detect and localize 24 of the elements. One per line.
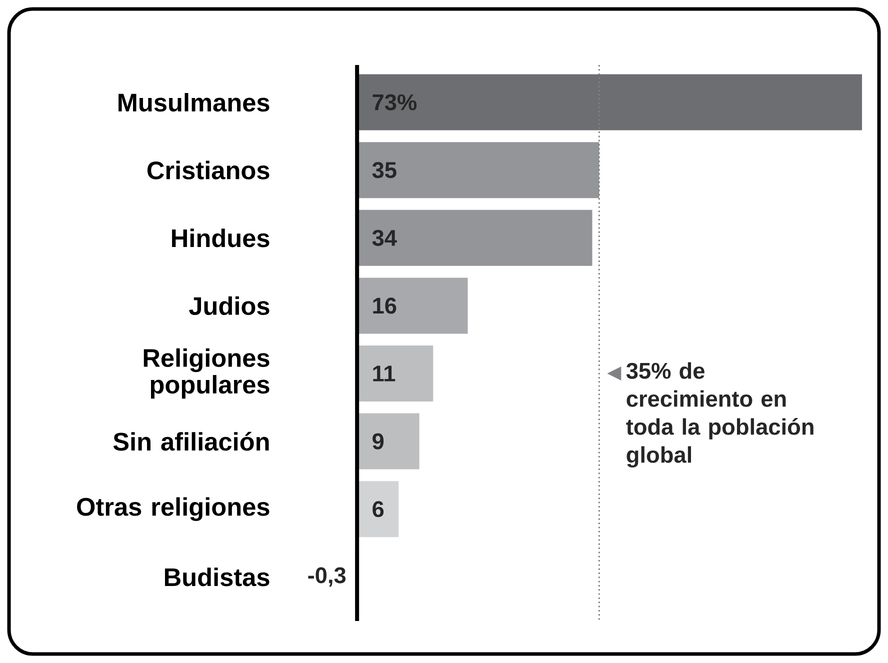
y-tick-label: Musulmanes	[118, 92, 270, 112]
bar	[357, 74, 862, 130]
ref-line-label: 35% de crecimiento en toda la población global	[626, 362, 814, 468]
bar	[357, 413, 420, 470]
y-tick-label: Cristianos	[147, 160, 270, 180]
data-label: 11	[373, 366, 396, 382]
y-tick-label: Judios	[189, 296, 270, 316]
y-tick-label: Otras religiones	[77, 497, 270, 521]
data-label: 16	[373, 298, 396, 314]
y-tick-label: Religiones populares	[144, 348, 270, 399]
bar	[357, 278, 468, 334]
y-tick-label: Budistas	[165, 568, 270, 586]
bar	[357, 346, 434, 402]
bar	[357, 142, 600, 198]
data-label: 34	[372, 230, 397, 246]
bar	[357, 210, 592, 266]
y-tick-label: Sin afiliación	[113, 432, 269, 451]
data-label: 73%	[372, 94, 417, 110]
y-tick-label: Hindues	[172, 228, 270, 248]
data-label: 6	[372, 501, 384, 518]
bar	[357, 481, 399, 538]
data-label: 9	[372, 433, 384, 450]
data-label: -0,3	[308, 567, 346, 587]
data-label: 35	[372, 162, 396, 178]
